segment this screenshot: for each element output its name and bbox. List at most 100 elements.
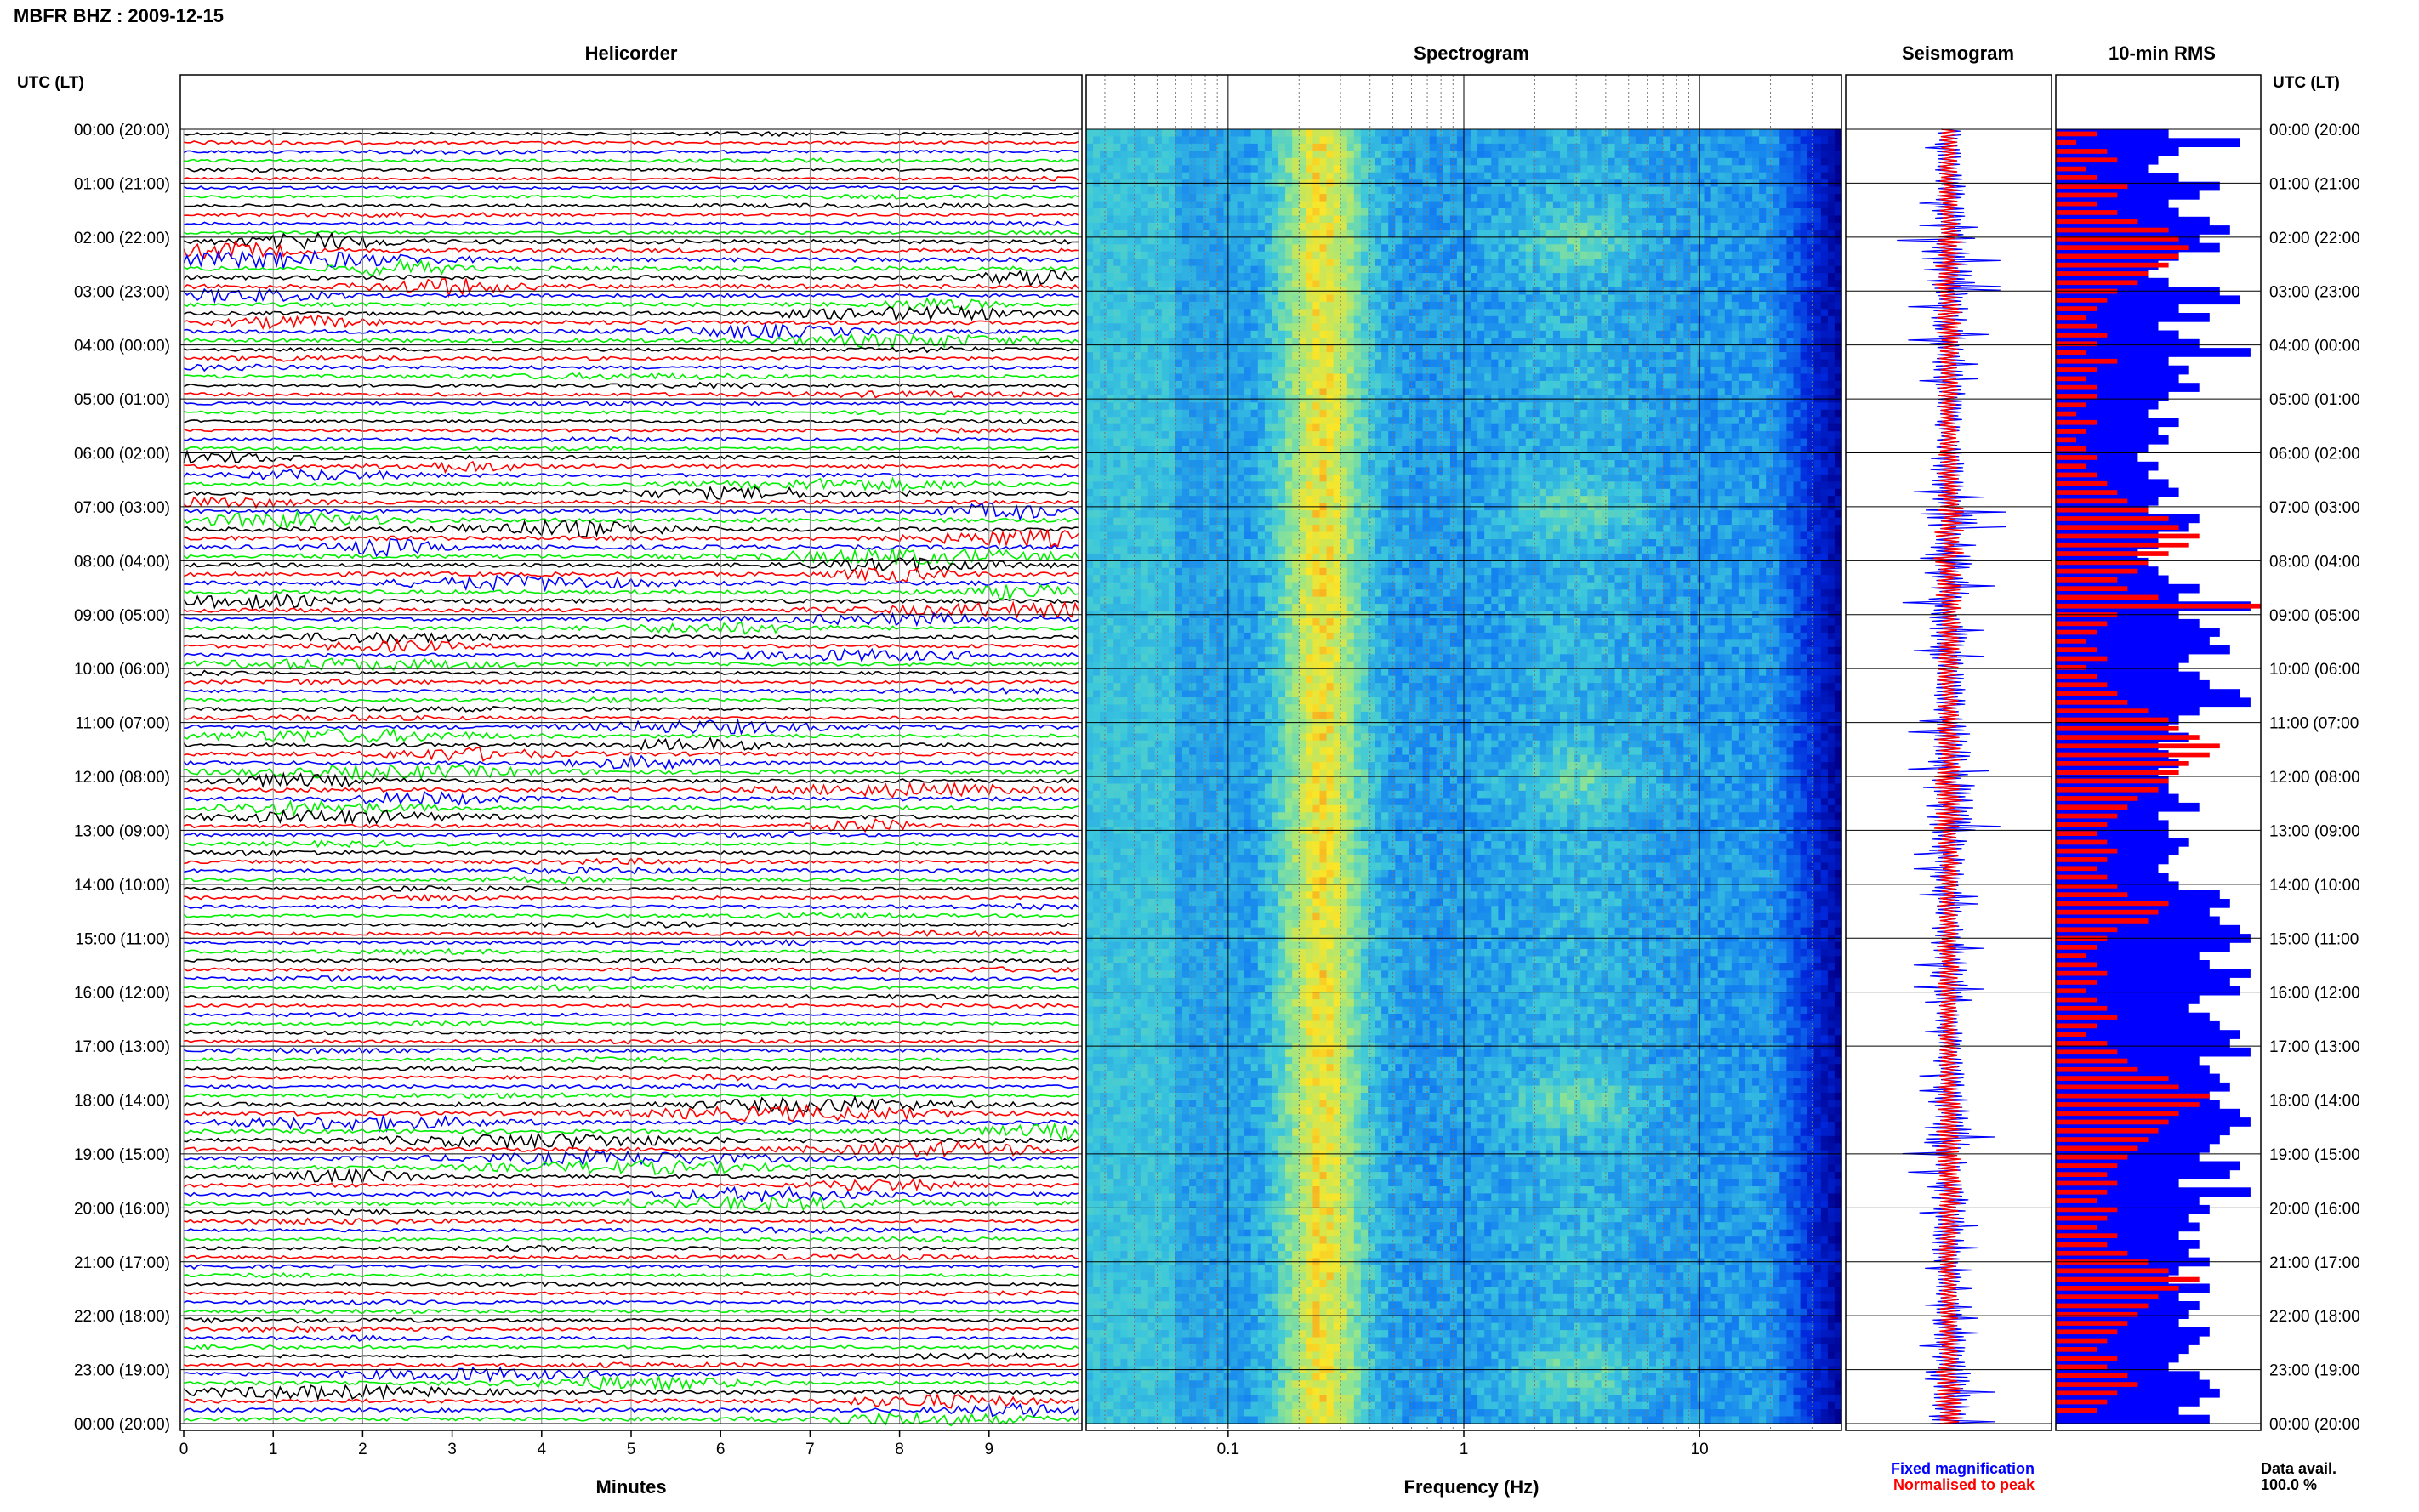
spectrogram-cell [1690, 136, 1699, 145]
spectrogram-cell [1292, 251, 1300, 259]
spectrogram-cell [1752, 186, 1760, 195]
spectrogram-cell [1299, 151, 1306, 159]
spectrogram-cell [1429, 201, 1437, 209]
spectrogram-cell [1272, 215, 1279, 224]
spectrogram-cell [1333, 273, 1341, 281]
spectrogram-cell [1141, 309, 1149, 317]
spectrogram-cell [1649, 172, 1657, 180]
spectrogram-cell [1250, 273, 1259, 281]
spectrogram-cell [1793, 423, 1801, 432]
spectrogram-cell [1683, 172, 1691, 180]
spectrogram-cell [1820, 294, 1829, 303]
spectrogram-cell [1697, 230, 1705, 238]
spectrogram-cell [1471, 251, 1478, 259]
spectrogram-cell [1216, 151, 1225, 159]
spectrogram-cell [1766, 208, 1773, 217]
spectrogram-cell [1484, 244, 1492, 253]
spectrogram-cell [1773, 438, 1780, 446]
spectrogram-cell [1100, 417, 1107, 425]
spectrogram-cell [1409, 236, 1417, 245]
spectrogram-cell [1175, 309, 1183, 317]
spectrogram-cell [1456, 280, 1465, 288]
spectrogram-cell [1683, 309, 1691, 317]
spectrogram-cell [1580, 251, 1588, 259]
spectrogram-cell [1333, 431, 1341, 440]
spectrogram-cell [1628, 323, 1636, 332]
spectrogram-cell [1244, 259, 1252, 267]
spectrogram-cell [1676, 236, 1684, 245]
spectrogram-cell [1752, 301, 1760, 310]
spectrogram-cell [1580, 409, 1588, 418]
spectrogram-cell [1264, 388, 1272, 396]
spectrogram-cell [1189, 301, 1197, 310]
spectrogram-cell [1154, 151, 1163, 159]
spectrogram-cell [1113, 423, 1121, 432]
spectrogram-cell [1216, 438, 1225, 446]
spectrogram-cell [1340, 367, 1348, 375]
spectrogram-cell [1203, 388, 1210, 396]
spectrogram-cell [1306, 380, 1313, 389]
spectrogram-cell [1127, 359, 1136, 367]
spectrogram-cell [1663, 330, 1671, 338]
spectrogram-cell [1381, 273, 1389, 281]
spectrogram-cell [1346, 251, 1355, 259]
spectrogram-cell [1326, 236, 1335, 245]
spectrogram-cell [1422, 359, 1431, 367]
spectrogram-cell [1368, 388, 1375, 396]
spectrogram-cell [1683, 201, 1691, 209]
spectrogram-cell [1278, 236, 1286, 245]
spectrogram-cell [1368, 151, 1375, 159]
spectrogram-cell [1402, 136, 1409, 145]
spectrogram-cell [1608, 380, 1616, 389]
spectrogram-cell [1820, 157, 1829, 166]
spectrogram-cell [1670, 259, 1677, 267]
spectrogram-cell [1587, 236, 1595, 245]
spectrogram-cell [1127, 344, 1136, 353]
spectrogram-cell [1477, 186, 1485, 195]
spectrogram-cell [1779, 151, 1787, 159]
spectrogram-cell [1388, 438, 1396, 446]
spectrogram-cell [1161, 301, 1170, 310]
spectrogram-cell [1257, 230, 1266, 238]
spectrogram-cell [1587, 273, 1595, 281]
spectrogram-cell [1100, 330, 1107, 338]
spectrogram-cell [1107, 388, 1114, 396]
spectrogram-cell [1292, 352, 1300, 361]
spectrogram-cell [1807, 380, 1815, 389]
spectrogram-cell [1368, 265, 1375, 274]
spectrogram-cell [1614, 244, 1623, 253]
spectrogram-cell [1340, 136, 1348, 145]
spectrogram-cell [1346, 309, 1355, 317]
spectrogram-cell [1587, 172, 1595, 180]
spectrogram-cell [1107, 359, 1114, 367]
spectrogram-cell [1745, 388, 1753, 396]
spectrogram-cell [1402, 201, 1409, 209]
spectrogram-cell [1670, 151, 1677, 159]
spectrogram-cell [1834, 222, 1842, 230]
spectrogram-cell [1587, 259, 1595, 267]
spectrogram-cell [1292, 230, 1300, 238]
spectrogram-cell [1456, 301, 1465, 310]
spectrogram-cell [1724, 157, 1733, 166]
spectrogram-cell [1353, 172, 1362, 180]
spectrogram-cell [1574, 165, 1581, 173]
spectrogram-cell [1498, 373, 1506, 382]
spectrogram-cell [1312, 315, 1321, 324]
spectrogram-cell [1381, 236, 1389, 245]
spectrogram-cell [1107, 330, 1114, 338]
spectrogram-cell [1244, 409, 1252, 418]
spectrogram-cell [1574, 323, 1581, 332]
spectrogram-cell [1333, 143, 1341, 151]
spectrogram-cell [1250, 265, 1259, 274]
spectrogram-cell [1272, 294, 1279, 303]
spectrogram-cell [1759, 309, 1767, 317]
spectrogram-cell [1786, 431, 1795, 440]
spectrogram-cell [1834, 367, 1842, 375]
spectrogram-cell [1368, 143, 1375, 151]
spectrogram-cell [1656, 236, 1664, 245]
spectrogram-cell [1710, 230, 1719, 238]
spectrogram-cell [1346, 236, 1355, 245]
spectrogram-cell [1670, 136, 1677, 145]
spectrogram-cell [1498, 409, 1506, 418]
spectrogram-cell [1210, 330, 1217, 338]
